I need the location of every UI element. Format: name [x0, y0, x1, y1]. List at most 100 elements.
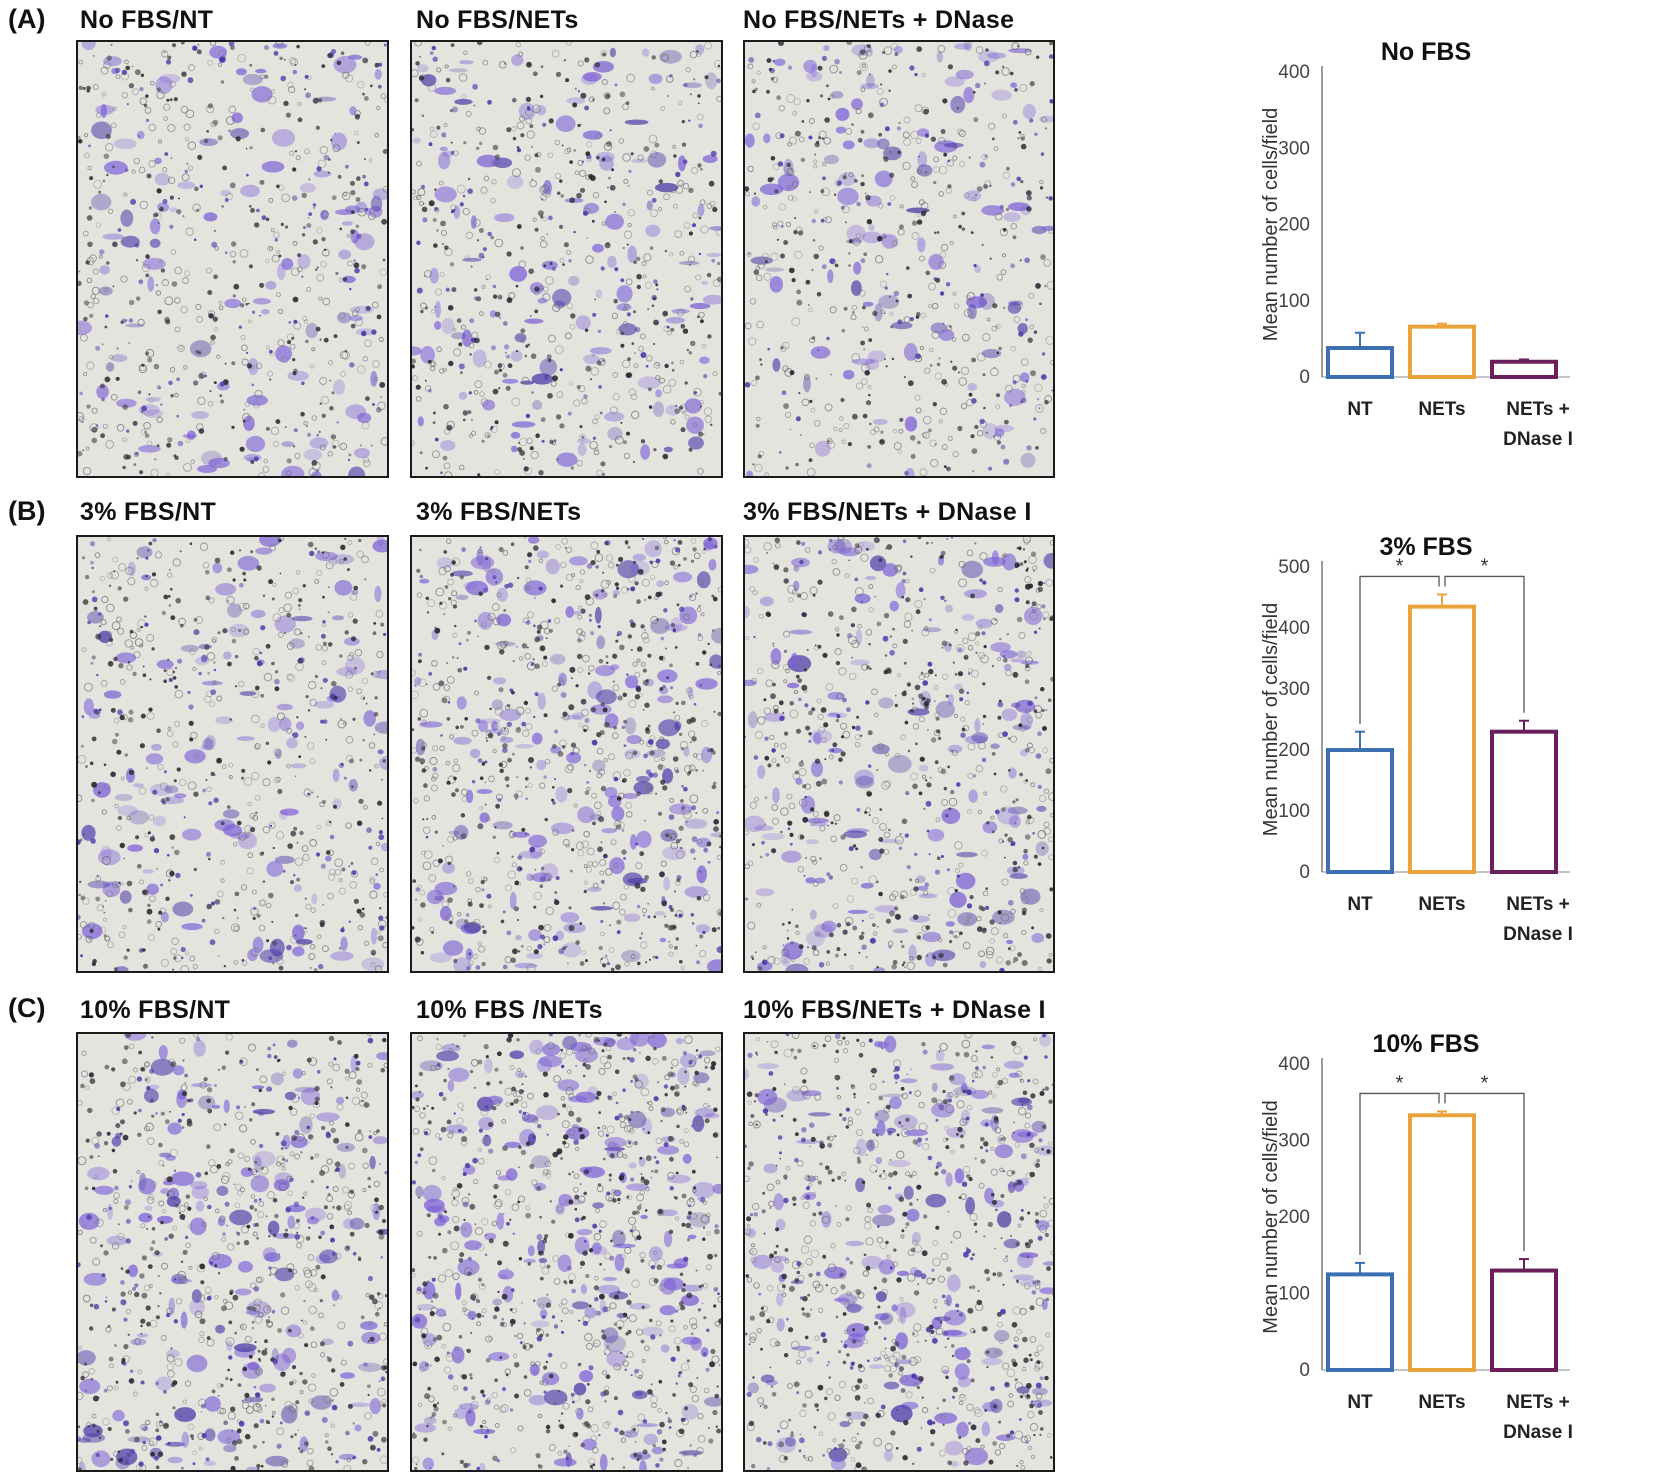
- cell-dot: [576, 192, 582, 199]
- cell-dot: [872, 310, 878, 317]
- cell-dot: [212, 316, 218, 322]
- stained-cell: [240, 184, 261, 198]
- membrane-pore: [752, 590, 758, 596]
- membrane-pore: [124, 59, 129, 65]
- cell-dot: [539, 876, 546, 882]
- stained-cell: [284, 1091, 297, 1101]
- membrane-pore: [133, 651, 141, 659]
- cell-dot: [227, 661, 232, 667]
- membrane-pore: [525, 585, 531, 591]
- cell-dot: [606, 186, 609, 189]
- membrane-pore: [167, 123, 176, 133]
- cell-dot: [648, 772, 654, 778]
- stained-cell: [514, 333, 527, 343]
- cell-dot: [363, 158, 366, 161]
- stained-cell: [753, 825, 774, 831]
- cell-dot: [657, 764, 664, 770]
- membrane-pore: [435, 587, 445, 597]
- stained-cell: [448, 830, 460, 835]
- cell-dot: [660, 636, 665, 641]
- membrane-pore: [424, 269, 432, 278]
- cell-dot: [1034, 696, 1038, 700]
- membrane-pore: [911, 232, 920, 240]
- cell-dot: [904, 471, 909, 476]
- membrane-pore: [319, 145, 328, 155]
- membrane-pore: [1029, 611, 1038, 620]
- cell-dot: [898, 846, 903, 850]
- cell-dot: [623, 719, 627, 724]
- cell-dot: [223, 456, 228, 462]
- membrane-pore: [383, 891, 387, 898]
- cell-dot: [702, 433, 705, 436]
- cell-dot: [481, 439, 485, 443]
- cell-dot: [956, 107, 960, 110]
- membrane-pore: [929, 567, 936, 574]
- membrane-pore: [107, 208, 114, 214]
- stained-cell: [502, 378, 519, 384]
- cell-dot: [808, 732, 812, 736]
- membrane-pore: [787, 194, 794, 201]
- membrane-pore: [174, 326, 181, 333]
- membrane-pore: [938, 137, 946, 145]
- cell-dot: [78, 893, 81, 897]
- cell-dot: [605, 540, 611, 546]
- cell-dot: [681, 700, 686, 706]
- cell-dot: [940, 550, 946, 556]
- cell-dot: [356, 820, 363, 826]
- stained-cell: [259, 1383, 276, 1393]
- membrane-pore: [595, 133, 602, 140]
- cell-dot: [894, 703, 898, 708]
- cell-dot: [445, 77, 451, 83]
- cell-dot: [502, 910, 506, 914]
- stained-cell: [968, 789, 978, 803]
- cell-dot: [208, 801, 213, 806]
- membrane-pore: [197, 396, 206, 405]
- cell-dot: [1003, 657, 1008, 663]
- membrane-pore: [789, 709, 799, 719]
- stained-cell: [640, 444, 650, 460]
- cell-dot: [914, 852, 918, 856]
- stained-cell: [782, 941, 803, 960]
- cell-dot: [896, 126, 901, 131]
- membrane-pore: [516, 121, 525, 130]
- membrane-pore: [337, 1295, 342, 1300]
- stained-cell: [372, 188, 387, 201]
- cell-dot: [991, 830, 995, 834]
- cell-dot: [254, 222, 260, 228]
- membrane-pore: [247, 852, 254, 858]
- stained-cell: [294, 1086, 319, 1093]
- membrane-pore: [479, 311, 484, 316]
- cell-dot: [186, 162, 189, 165]
- membrane-pore: [668, 951, 674, 957]
- cell-dot: [1017, 45, 1020, 48]
- cell-dot: [574, 87, 577, 90]
- cell-dot: [260, 127, 266, 133]
- cell-dot: [353, 259, 356, 262]
- membrane-pore: [91, 407, 98, 414]
- stained-cell: [1019, 372, 1030, 383]
- cell-dot: [570, 751, 574, 756]
- membrane-pore: [575, 841, 585, 851]
- membrane-pore: [356, 80, 365, 89]
- membrane-pore: [928, 304, 933, 309]
- stained-cell: [624, 119, 649, 125]
- cell-dot: [233, 908, 237, 912]
- cell-dot: [997, 701, 1004, 708]
- cell-dot: [583, 764, 587, 767]
- cell-dot: [1027, 700, 1033, 706]
- cell-dot: [946, 868, 950, 872]
- cell-dot: [477, 758, 483, 763]
- membrane-pore: [672, 203, 678, 209]
- cell-dot: [957, 425, 963, 432]
- cell-dot: [115, 376, 120, 381]
- membrane-pore: [526, 437, 533, 445]
- cell-dot: [320, 863, 326, 869]
- membrane-pore: [941, 799, 949, 806]
- membrane-pore: [772, 163, 780, 171]
- cell-dot: [598, 658, 604, 664]
- cell-dot: [343, 557, 348, 561]
- cell-dot: [1040, 687, 1045, 692]
- membrane-pore: [562, 838, 570, 847]
- stained-cell: [662, 768, 674, 784]
- cell-dot: [509, 688, 514, 693]
